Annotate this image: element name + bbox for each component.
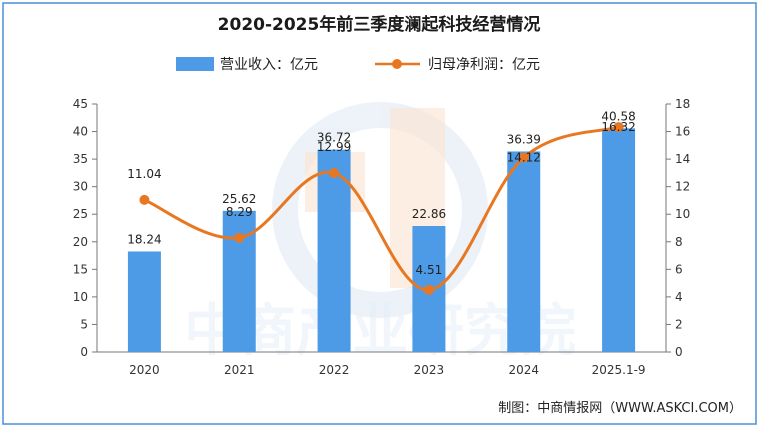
line-data-label: 11.04 xyxy=(127,167,161,181)
x-tick-label: 2021 xyxy=(224,363,255,377)
bar-revenue xyxy=(602,128,636,352)
y-right-tick-label: 16 xyxy=(675,125,690,139)
y-left-tick-label: 45 xyxy=(73,97,88,111)
profit-point xyxy=(139,194,150,205)
y-right-tick-label: 18 xyxy=(675,97,690,111)
y-left-tick-label: 25 xyxy=(73,207,88,221)
line-data-label: 16.32 xyxy=(601,120,635,134)
source-note: 制图：中商情报网（WWW.ASKCI.COM） xyxy=(498,401,742,416)
y-left-tick-label: 20 xyxy=(73,235,88,249)
y-right-tick-label: 2 xyxy=(675,317,683,331)
y-left-tick-label: 40 xyxy=(73,125,88,139)
y-left-tick-label: 10 xyxy=(73,290,88,304)
bar-revenue xyxy=(507,151,541,352)
x-ticks: 2020 2021 2022 2023 2024 2025.1-9 xyxy=(129,363,645,377)
y-right-ticks: 0 2 4 6 8 10 12 14 16 18 xyxy=(666,97,690,359)
x-tick-label: 2025.1-9 xyxy=(592,363,646,377)
y-left-ticks: 0 5 10 15 20 25 30 35 40 45 xyxy=(73,97,97,359)
profit-line xyxy=(143,125,620,292)
profit-point xyxy=(518,152,529,163)
profit-point xyxy=(423,284,434,295)
y-left-tick-label: 0 xyxy=(80,345,88,359)
bar-data-label: 36.72 xyxy=(317,131,351,145)
y-right-tick-label: 6 xyxy=(675,262,683,276)
bar-data-labels: 18.24 25.62 36.72 22.86 36.39 40.58 xyxy=(127,109,636,246)
y-left-tick-label: 5 xyxy=(80,317,88,331)
bar-data-label: 18.24 xyxy=(127,232,161,246)
bar-data-label: 22.86 xyxy=(412,207,446,221)
line-data-label: 14.12 xyxy=(507,150,541,164)
watermark-logo-ring xyxy=(272,102,488,318)
profit-point xyxy=(613,122,624,133)
line-data-label: 8.29 xyxy=(226,205,253,219)
chart-title: 2020-2025年前三季度澜起科技经营情况 xyxy=(218,14,541,35)
line-data-label: 4.51 xyxy=(416,263,443,277)
legend-swatch-marker xyxy=(392,59,402,69)
legend-swatch-bar xyxy=(176,57,214,71)
y-right-tick-label: 10 xyxy=(675,207,690,221)
y-right-tick-label: 0 xyxy=(675,345,683,359)
legend-label-profit: 归母净利润：亿元 xyxy=(428,56,540,73)
bar-data-label: 36.39 xyxy=(507,132,541,146)
y-right-tick-label: 12 xyxy=(675,180,690,194)
bar-data-label: 25.62 xyxy=(222,192,256,206)
y-left-tick-label: 30 xyxy=(73,180,88,194)
profit-point xyxy=(234,232,245,243)
y-right-tick-label: 8 xyxy=(675,235,683,249)
x-tick-label: 2023 xyxy=(414,363,445,377)
x-tick-label: 2024 xyxy=(508,363,539,377)
y-right-tick-label: 14 xyxy=(675,152,690,166)
y-left-tick-label: 15 xyxy=(73,262,88,276)
y-right-tick-label: 4 xyxy=(675,290,683,304)
bar-revenue xyxy=(317,149,351,352)
y-left-tick-label: 35 xyxy=(73,152,88,166)
x-tick-label: 2022 xyxy=(319,363,350,377)
legend: 营业收入：亿元 归母净利润：亿元 xyxy=(176,56,540,73)
x-tick-label: 2020 xyxy=(129,363,160,377)
profit-point xyxy=(329,168,340,179)
line-data-label: 12.99 xyxy=(317,140,351,154)
legend-label-revenue: 营业收入：亿元 xyxy=(220,57,318,73)
bar-data-label: 40.58 xyxy=(601,109,635,123)
line-series xyxy=(139,122,624,295)
line-data-labels: 11.04 8.29 12.99 4.51 14.12 16.32 xyxy=(127,120,636,277)
bar-revenue xyxy=(127,251,161,352)
